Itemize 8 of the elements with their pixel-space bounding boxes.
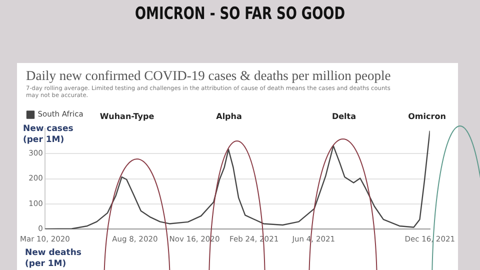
- y-axis-title: New cases (per 1M): [22, 124, 74, 146]
- text: New deaths (per 1M): [25, 248, 82, 270]
- text: Omicron: [408, 112, 446, 121]
- text: Delta: [332, 112, 356, 121]
- chart-title: Daily new confirmed COVID-19 cases & deaths per million people: [26, 68, 392, 84]
- text: Wuhan-Type: [100, 112, 155, 121]
- text: Alpha: [216, 112, 242, 121]
- text: OMICRON - SO FAR SO GOOD: [134, 4, 346, 24]
